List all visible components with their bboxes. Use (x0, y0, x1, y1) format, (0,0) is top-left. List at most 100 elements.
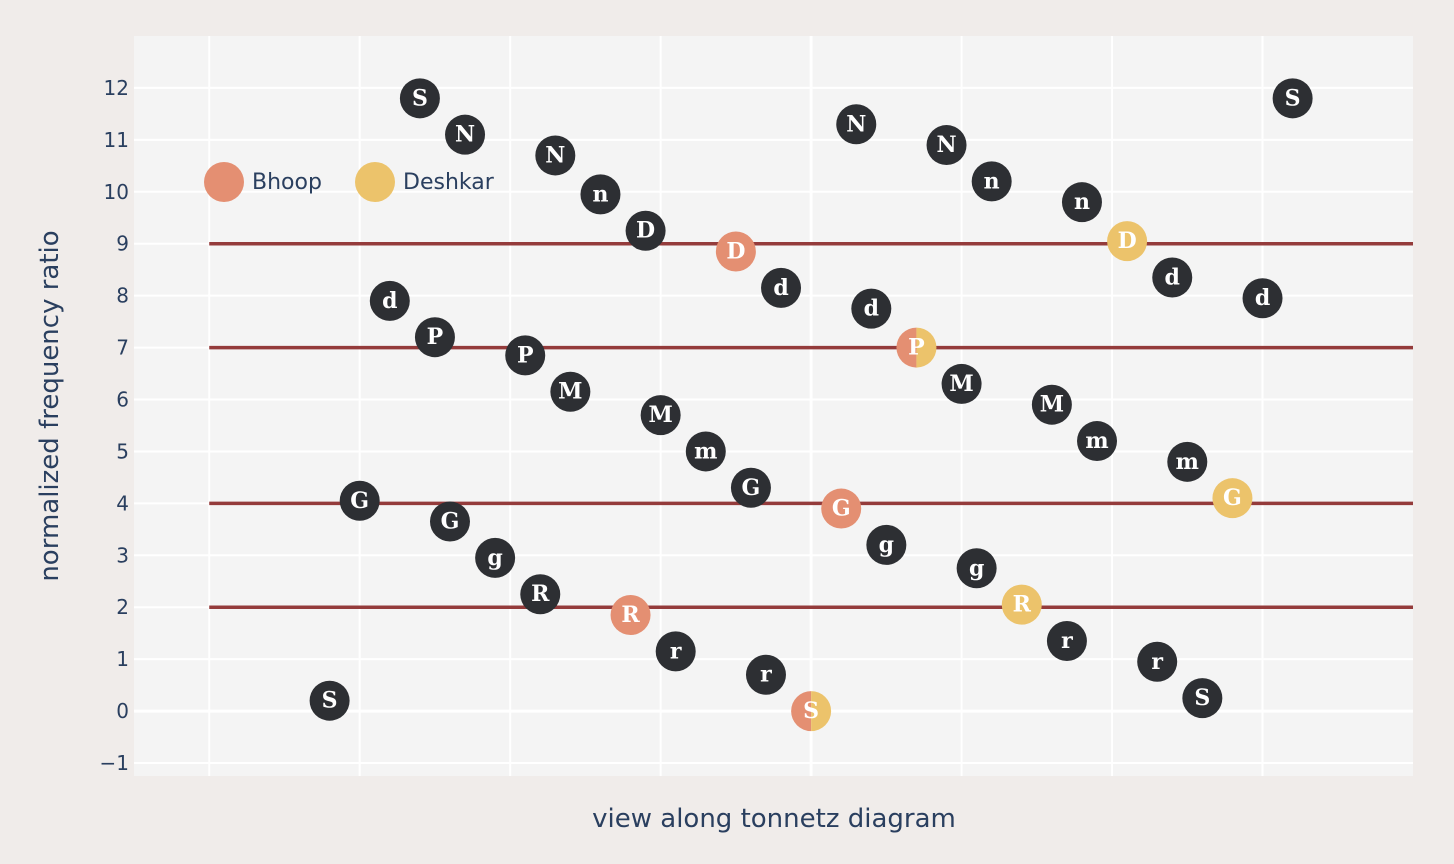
note-marker (445, 114, 486, 155)
y-tick-label: −1 (100, 751, 129, 775)
note-label: d (1165, 264, 1180, 290)
note-point: M (640, 395, 681, 436)
note-label: P (908, 335, 925, 361)
note-point: d (851, 288, 892, 329)
note-point: G (339, 480, 380, 521)
note-marker-bhoop-half (896, 327, 917, 368)
note-label: D (1118, 228, 1137, 254)
note-marker (369, 280, 410, 321)
note-point: r (745, 654, 786, 695)
y-tick-label: 0 (116, 699, 129, 723)
note-point: n (971, 161, 1012, 202)
note-marker (1061, 182, 1102, 223)
note-marker (580, 174, 621, 215)
note-marker (640, 395, 681, 436)
note-point: g (475, 537, 516, 578)
y-tick-label: 12 (104, 76, 129, 100)
note-point: S (309, 680, 350, 721)
note-label: S (1194, 685, 1210, 711)
note-marker (941, 363, 982, 404)
y-tick-label: 8 (116, 284, 129, 308)
note-marker (655, 631, 696, 672)
note-marker (1152, 257, 1193, 298)
note-point: R (610, 595, 651, 636)
note-label: M (1040, 392, 1064, 418)
y-tick-label: 2 (116, 595, 129, 619)
note-label: r (1061, 628, 1073, 654)
note-point: g (866, 524, 907, 565)
note-point: S (1182, 678, 1223, 719)
note-marker (1077, 421, 1118, 462)
y-tick-label: 10 (104, 180, 129, 204)
note-marker (414, 317, 455, 358)
note-label: r (760, 662, 772, 688)
note-marker (866, 524, 907, 565)
note-point: G (821, 488, 862, 529)
note-point: n (580, 174, 621, 215)
note-point: d (761, 267, 802, 308)
note-label: m (1176, 449, 1199, 475)
note-point: M (941, 363, 982, 404)
note-point: P (414, 317, 455, 358)
note-label: n (1074, 189, 1090, 215)
note-marker (1046, 620, 1087, 661)
note-point: S (1272, 78, 1313, 119)
note-marker (836, 104, 877, 145)
note-marker (730, 467, 771, 508)
note-point: N (926, 125, 967, 166)
note-label: R (531, 581, 550, 607)
note-point: d (1242, 278, 1283, 319)
legend-marker-bhoop[interactable] (204, 162, 244, 202)
note-label: S (803, 698, 819, 724)
note-point: n (1061, 182, 1102, 223)
note-point: N (445, 114, 486, 155)
note-point: M (550, 371, 591, 412)
note-label: N (545, 142, 565, 168)
note-marker (535, 135, 576, 176)
legend-label-bhoop[interactable]: Bhoop (252, 170, 322, 195)
note-label: r (1151, 649, 1163, 675)
note-label: m (694, 438, 717, 464)
y-tick-label: 11 (104, 128, 129, 152)
note-point: D (715, 231, 756, 272)
y-tick-label: 5 (116, 439, 129, 463)
note-marker (971, 161, 1012, 202)
y-tick-label: 6 (116, 388, 129, 412)
note-point: d (369, 280, 410, 321)
note-label: M (648, 402, 672, 428)
x-axis-title: view along tonnetz diagram (592, 804, 956, 834)
note-label: m (1085, 428, 1108, 454)
note-marker (550, 371, 591, 412)
note-marker (1212, 478, 1253, 519)
note-label: S (322, 688, 338, 714)
note-label: P (427, 324, 444, 350)
note-marker (851, 288, 892, 329)
note-marker (685, 431, 726, 472)
note-marker (821, 488, 862, 529)
y-axis-title: normalized frequency ratio (35, 230, 65, 581)
note-point: S (399, 78, 440, 119)
note-point: m (1167, 441, 1208, 482)
legend-label-deshkar[interactable]: Deshkar (403, 170, 495, 195)
note-point: S (791, 691, 832, 732)
note-label: g (969, 555, 984, 581)
legend-marker-deshkar[interactable] (355, 162, 395, 202)
note-marker-deshkar-half (916, 327, 937, 368)
y-tick-label: 1 (116, 647, 129, 671)
note-point: G (1212, 478, 1253, 519)
note-label: S (1285, 85, 1301, 111)
note-point: D (1107, 221, 1148, 262)
note-label: d (864, 296, 879, 322)
legend[interactable]: Bhoop Deshkar (204, 162, 495, 202)
note-label: G (350, 488, 369, 514)
note-marker (1107, 221, 1148, 262)
plot-area (134, 36, 1413, 776)
note-point: R (1001, 584, 1042, 625)
note-marker (475, 537, 516, 578)
note-point: N (535, 135, 576, 176)
note-label: G (832, 496, 851, 522)
note-marker (1242, 278, 1283, 319)
note-marker (429, 501, 470, 542)
